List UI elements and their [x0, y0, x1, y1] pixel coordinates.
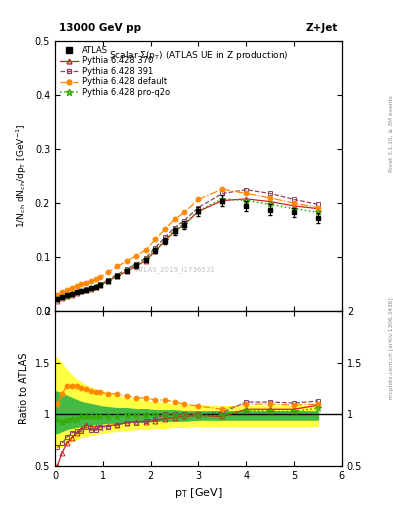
Legend: ATLAS, Pythia 6.428 370, Pythia 6.428 391, Pythia 6.428 default, Pythia 6.428 pr: ATLAS, Pythia 6.428 370, Pythia 6.428 39… [57, 44, 172, 99]
Text: Scalar $\Sigma$(p$_{\rm T}$) (ATLAS UE in Z production): Scalar $\Sigma$(p$_{\rm T}$) (ATLAS UE i… [108, 49, 288, 62]
Text: mcplots.cern.ch [arXiv:1306.3436]: mcplots.cern.ch [arXiv:1306.3436] [389, 297, 393, 399]
Y-axis label: 1/N$_{\rm ch}$ dN$_{\rm ch}$/dp$_{\rm T}$ [GeV$^{-1}$]: 1/N$_{\rm ch}$ dN$_{\rm ch}$/dp$_{\rm T}… [15, 124, 29, 228]
X-axis label: p$_{\rm T}$ [GeV]: p$_{\rm T}$ [GeV] [174, 486, 223, 500]
Y-axis label: Ratio to ATLAS: Ratio to ATLAS [19, 353, 29, 424]
Text: Z+Jet: Z+Jet [306, 23, 338, 33]
Text: Rivet 3.1.10, ≥ 3M events: Rivet 3.1.10, ≥ 3M events [389, 95, 393, 172]
Text: 13000 GeV pp: 13000 GeV pp [59, 23, 141, 33]
Text: ATLAS_2019_I1736531: ATLAS_2019_I1736531 [136, 266, 215, 272]
